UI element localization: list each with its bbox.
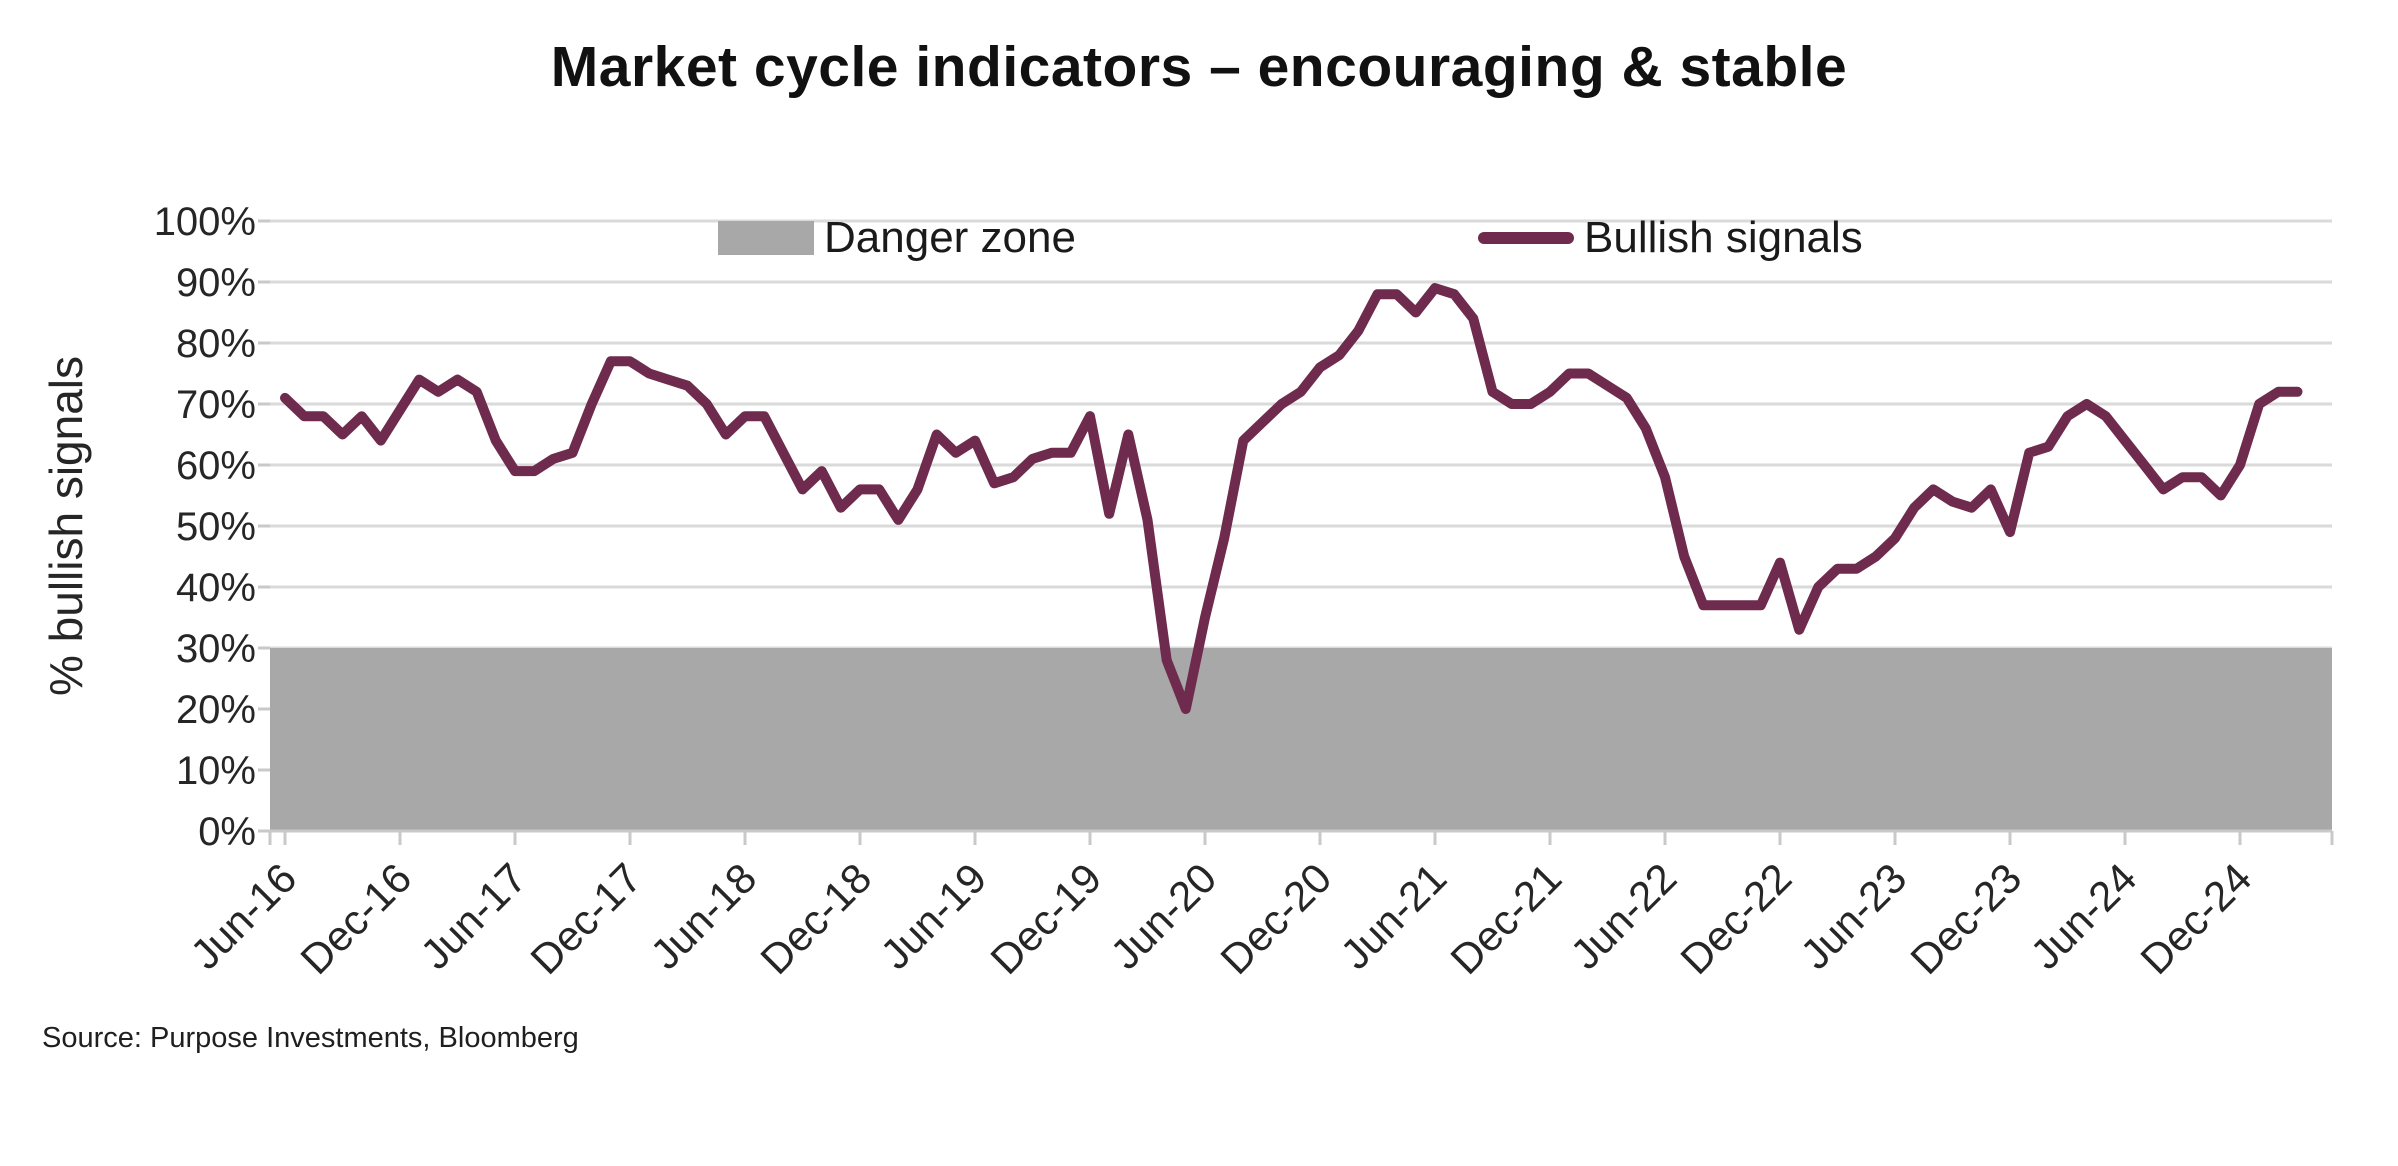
x-tick-label: Dec-18: [751, 854, 880, 983]
y-tick-label: 50%: [176, 505, 256, 549]
y-tick-label: 30%: [176, 627, 256, 671]
legend-danger-zone-label: Danger zone: [824, 213, 1076, 262]
x-tick-label: Jun-20: [1101, 854, 1225, 978]
bullish-signals-swatch: [1478, 232, 1574, 244]
y-tick-label: 0%: [198, 810, 256, 854]
x-tick-label: Dec-23: [1901, 854, 2030, 983]
y-tick-label: 80%: [176, 322, 256, 366]
x-tick-label: Jun-22: [1561, 854, 1685, 978]
x-tick-label: Dec-19: [981, 854, 1110, 983]
y-tick-label: 60%: [176, 444, 256, 488]
x-tick-label: Jun-23: [1791, 854, 1915, 978]
y-tick-label: 10%: [176, 749, 256, 793]
danger-zone-swatch: [718, 221, 814, 255]
x-tick-label: Dec-22: [1671, 854, 1800, 983]
y-tick-label: 40%: [176, 566, 256, 610]
x-tick-label: Dec-20: [1211, 854, 1340, 983]
x-tick-label: Jun-16: [181, 854, 305, 978]
legend-item-bullish-signals: Bullish signals: [1478, 213, 1863, 262]
x-tick-label: Jun-19: [871, 854, 995, 978]
y-axis-title: % bullish signals: [40, 356, 92, 696]
legend-bullish-signals-label: Bullish signals: [1584, 213, 1863, 262]
y-tick-label: 100%: [154, 200, 256, 244]
y-tick-label: 90%: [176, 261, 256, 305]
y-tick-label: 70%: [176, 383, 256, 427]
x-tick-label: Dec-24: [2131, 854, 2260, 983]
source-note: Source: Purpose Investments, Bloomberg: [42, 1022, 579, 1054]
x-tick-label: Jun-24: [2021, 854, 2145, 978]
danger-zone-band: [270, 648, 2332, 831]
x-tick-label: Jun-21: [1331, 854, 1455, 978]
x-tick-label: Dec-16: [291, 854, 420, 983]
x-tick-label: Dec-17: [521, 854, 650, 983]
chart-title: Market cycle indicators – encouraging & …: [550, 35, 1848, 99]
x-tick-label: Jun-17: [411, 854, 535, 978]
x-tick-label: Jun-18: [641, 854, 765, 978]
x-tick-label: Dec-21: [1441, 854, 1570, 983]
y-tick-label: 20%: [176, 688, 256, 732]
bullish-signals-line: [280, 283, 2303, 714]
legend-item-danger-zone: Danger zone: [718, 213, 1076, 262]
